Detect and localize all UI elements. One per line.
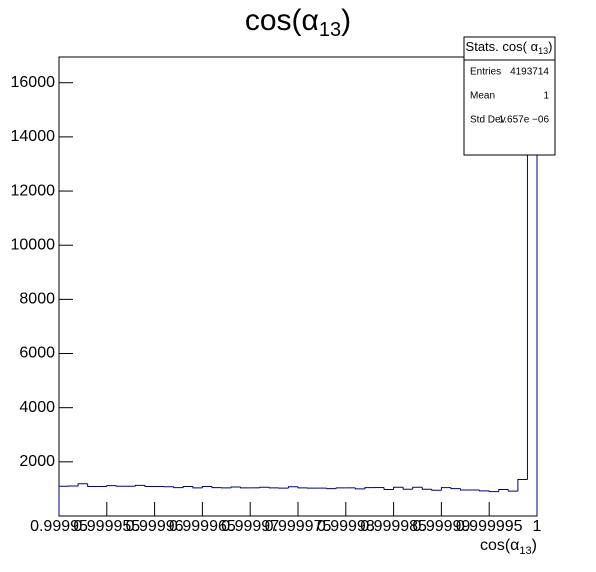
histogram-bin: [431, 489, 442, 491]
x-tick-label: 0.99995: [30, 518, 88, 535]
histogram-bin: [58, 485, 69, 516]
histogram-bin: [326, 488, 337, 490]
stats-label: Std Dev: [470, 115, 506, 126]
y-tick-label: 8000: [19, 291, 55, 308]
histogram-bin: [507, 489, 518, 492]
x-tick-label: 0.999955: [73, 518, 140, 535]
x-tick-label: 1: [533, 518, 542, 535]
x-tick-label: 0.99999: [412, 518, 470, 535]
x-tick-label: 0.999965: [169, 518, 236, 535]
stats-value: 4193714: [510, 67, 549, 78]
histogram-bin: [211, 486, 222, 489]
histogram-bin: [364, 487, 375, 489]
histogram-bin: [488, 490, 499, 493]
x-tick-label: 0.99998: [317, 518, 375, 535]
x-axis-label: cos(α13): [480, 537, 537, 557]
histogram-bin: [144, 485, 155, 487]
x-tick-label: 0.99997: [221, 518, 279, 535]
histogram-bin: [192, 486, 203, 489]
histogram-bin: [479, 490, 490, 492]
histogram-bin: [421, 487, 432, 490]
histogram-bin: [460, 488, 471, 491]
histogram-bin: [297, 486, 308, 489]
x-tick-label: 0.999985: [360, 518, 427, 535]
histogram-bin: [173, 486, 184, 489]
histogram-bin: [498, 488, 509, 492]
y-tick-label: 12000: [11, 182, 56, 199]
histogram-bin: [77, 483, 88, 486]
histogram-bin: [134, 484, 146, 487]
stats-label: Mean: [470, 91, 495, 102]
histogram-bin: [335, 487, 346, 489]
histogram-bin: [106, 485, 117, 487]
stats-box: Stats. cos( α13) Entries 4193714 Mean 1 Std …: [463, 36, 556, 156]
y-tick-label: 10000: [11, 236, 56, 253]
histogram-bin: [517, 478, 528, 492]
histogram-bin: [450, 487, 461, 490]
y-tick-label: 6000: [19, 345, 55, 362]
histogram-bin: [440, 487, 451, 491]
stats-value: 1: [543, 91, 549, 102]
stats-title: Stats. cos( α13): [466, 39, 553, 56]
histogram-bin: [402, 487, 413, 490]
histogram-bin: [115, 485, 126, 487]
y-tick-label: 16000: [11, 74, 56, 91]
stats-label: Entries: [470, 67, 501, 78]
histogram-bin: [201, 485, 212, 488]
histogram-bin: [354, 487, 365, 490]
stats-value: 1.657e −06: [499, 115, 550, 126]
chart-title: cos(α13): [245, 4, 351, 41]
histogram-bin: [240, 487, 251, 489]
histogram-bin: [383, 487, 394, 490]
x-tick-label: 0.999995: [456, 518, 523, 535]
x-tick-label: 0.999975: [265, 518, 332, 535]
histogram-bin: [268, 487, 279, 489]
histogram-bin: [393, 486, 404, 490]
y-tick-label: 4000: [19, 399, 55, 416]
y-tick-label: 14000: [11, 128, 56, 145]
histogram-bin: [287, 486, 298, 489]
histogram-bin: [87, 483, 98, 487]
x-tick-label: 0.99996: [126, 518, 184, 535]
histogram-bin: [230, 486, 241, 488]
histogram-bin: [259, 486, 270, 488]
y-tick-label: 2000: [19, 453, 55, 470]
histogram-bin: [526, 95, 538, 516]
histogram-bin: [182, 485, 193, 488]
histogram-bin: [412, 486, 423, 490]
